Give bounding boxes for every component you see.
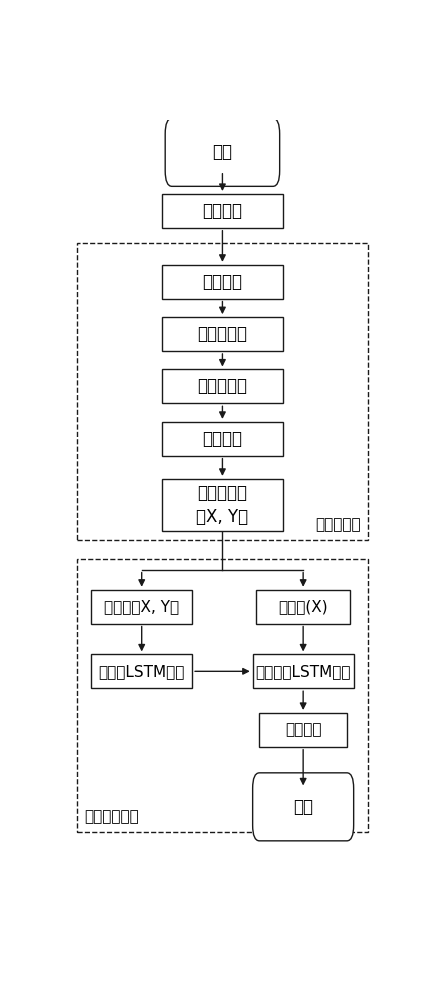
FancyBboxPatch shape: [256, 590, 350, 624]
Text: 样本分割: 样本分割: [202, 430, 243, 448]
FancyBboxPatch shape: [253, 654, 354, 688]
FancyBboxPatch shape: [162, 479, 283, 531]
Text: 开始: 开始: [212, 143, 233, 161]
Text: 结束: 结束: [293, 798, 313, 816]
Text: 转速归一化: 转速归一化: [197, 325, 247, 343]
Text: 预处理阶段: 预处理阶段: [316, 517, 361, 532]
FancyBboxPatch shape: [91, 654, 192, 688]
FancyBboxPatch shape: [253, 773, 354, 841]
Text: 诊断结果: 诊断结果: [285, 722, 322, 737]
FancyBboxPatch shape: [260, 713, 347, 747]
Text: 训练的LSTM模型: 训练的LSTM模型: [99, 664, 185, 679]
Text: 构建特征集
（X, Y）: 构建特征集 （X, Y）: [196, 484, 249, 526]
Text: 原始数据: 原始数据: [202, 202, 243, 220]
Text: 数据标准化: 数据标准化: [197, 377, 247, 395]
Text: 模型训练阶段: 模型训练阶段: [84, 810, 138, 825]
FancyBboxPatch shape: [162, 265, 283, 299]
FancyBboxPatch shape: [91, 590, 192, 624]
FancyBboxPatch shape: [162, 194, 283, 228]
FancyBboxPatch shape: [162, 369, 283, 403]
Text: 测试集(X): 测试集(X): [278, 599, 328, 614]
Text: 阶次跟踪: 阶次跟踪: [202, 273, 243, 291]
FancyBboxPatch shape: [162, 422, 283, 456]
Text: 训练集（X, Y）: 训练集（X, Y）: [104, 599, 179, 614]
FancyBboxPatch shape: [165, 118, 279, 186]
Text: 训练好的LSTM模型: 训练好的LSTM模型: [255, 664, 351, 679]
FancyBboxPatch shape: [162, 317, 283, 351]
